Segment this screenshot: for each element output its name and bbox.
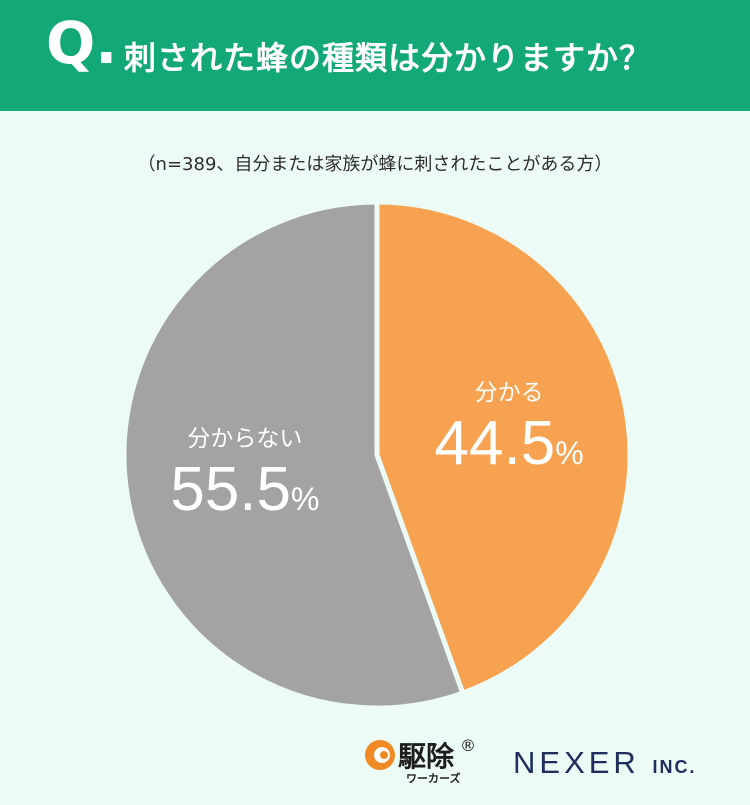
question-title: 刺された蜂の種類は分かりますか？ [124, 39, 653, 77]
logo-text: 駆除 [398, 740, 455, 773]
slice-value-dont-understand: 55.5% [170, 455, 319, 524]
slice-label-understand: 分かる [475, 380, 544, 406]
nexer-logo: NEXER INC. [513, 745, 696, 781]
pie-slice-understand [374, 199, 633, 696]
kujo-logo-icon: 駆除 ® ワーカーズ [365, 736, 476, 785]
slice-label-dont-understand: 分からない [187, 426, 302, 452]
question-mark-label: Q. [46, 9, 118, 77]
title-banner: Q. 刺された蜂の種類は分かりますか？ [0, 0, 750, 111]
sample-note: （n=389、自分または家族が蜂に刺されたことがある方） [137, 154, 613, 175]
pie-slice-dont-understand [121, 199, 466, 711]
logo-subtext: ワーカーズ [406, 771, 460, 785]
slice-value-understand: 44.5% [435, 409, 584, 478]
company-suffix: INC. [652, 757, 697, 777]
company-name: NEXER [513, 745, 640, 780]
registered-mark: ® [460, 736, 476, 755]
kujo-workers-logo: 駆除 ® ワーカーズ [362, 733, 480, 785]
